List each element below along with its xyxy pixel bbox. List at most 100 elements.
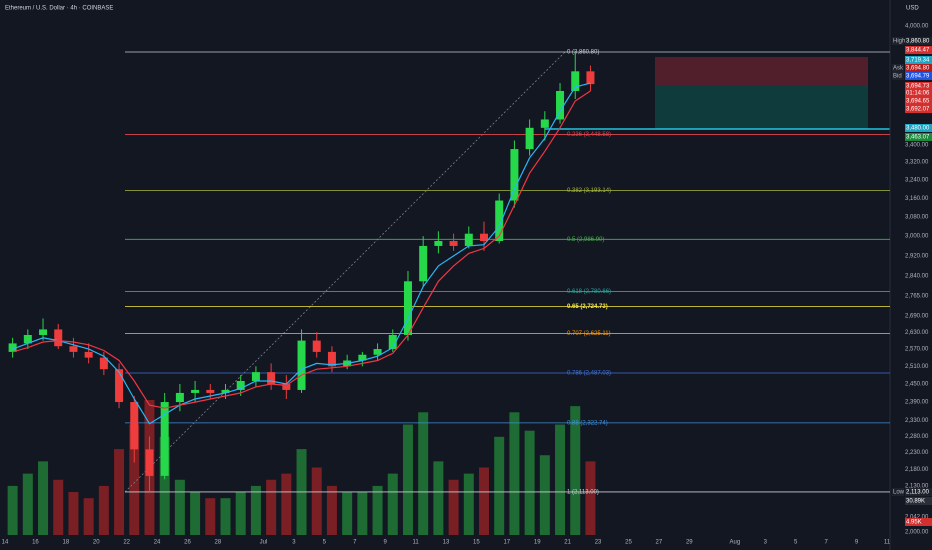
price-tag: 3,694.79 bbox=[906, 74, 930, 80]
volume-bar bbox=[326, 485, 337, 535]
candle-body bbox=[206, 389, 215, 393]
candle-body bbox=[556, 91, 565, 120]
currency[interactable]: USD bbox=[906, 6, 919, 12]
price-tag: 3,694.73 bbox=[906, 84, 930, 90]
x-tick-label: 5 bbox=[794, 540, 798, 546]
x-tick-label: 28 bbox=[215, 540, 222, 546]
volume-bar bbox=[250, 485, 261, 535]
moving-average bbox=[12, 90, 591, 409]
price-tag: 3,844.47 bbox=[906, 48, 930, 54]
x-tick-label: 9 bbox=[383, 540, 387, 546]
x-tick-label: 5 bbox=[323, 540, 327, 546]
price-tag-prefix: Low bbox=[893, 490, 905, 496]
candle-body bbox=[510, 149, 519, 201]
price-tag-box bbox=[905, 105, 932, 113]
candle-body bbox=[23, 334, 32, 344]
price-tag: 3,694.80 bbox=[906, 66, 930, 72]
volume-bar bbox=[570, 406, 581, 535]
x-tick-label: Jul bbox=[260, 540, 268, 546]
volume-bar bbox=[98, 485, 109, 535]
volume-bar bbox=[524, 430, 535, 535]
y-tick-label: 2,765.00 bbox=[905, 293, 929, 299]
volume-bar bbox=[433, 461, 444, 535]
volume-bar bbox=[22, 473, 33, 535]
price-tag-box bbox=[905, 89, 932, 97]
x-tick-label: 26 bbox=[184, 540, 191, 546]
stop-zone bbox=[655, 57, 868, 86]
volume-bar bbox=[402, 424, 413, 535]
x-tick-label: 11 bbox=[884, 540, 891, 546]
candle-body bbox=[403, 281, 412, 335]
candle-body bbox=[434, 241, 443, 246]
x-tick-label: 22 bbox=[123, 540, 130, 546]
price-tag: 3,694.65 bbox=[906, 99, 930, 105]
fib-label: 0.88 (2,322.74) bbox=[567, 420, 608, 426]
y-tick-label: 2,042.00 bbox=[905, 514, 929, 520]
volume-bar bbox=[387, 473, 398, 535]
fib-label: 0.65 (2,724.73) bbox=[567, 304, 608, 310]
price-tag-box bbox=[905, 72, 932, 80]
candle-body bbox=[84, 351, 93, 358]
volume-bar bbox=[463, 473, 474, 535]
x-tick-label: 7 bbox=[824, 540, 828, 546]
x-tick-label: Aug bbox=[730, 540, 741, 546]
volume-bar bbox=[372, 485, 383, 535]
volume-bar bbox=[509, 412, 520, 535]
price-tag: 3,719.34 bbox=[906, 58, 930, 64]
candle-body bbox=[115, 369, 124, 403]
price-tag-box bbox=[905, 37, 932, 45]
x-tick-label: 17 bbox=[503, 540, 510, 546]
y-tick-label: 3,320.00 bbox=[905, 160, 929, 166]
price-tag-box bbox=[905, 64, 932, 72]
volume-bar bbox=[235, 492, 246, 535]
candle-body bbox=[358, 354, 367, 361]
fib-label: 1 (2,113.00) bbox=[567, 490, 599, 496]
volume-bar bbox=[585, 461, 596, 535]
x-tick-label: 11 bbox=[412, 540, 419, 546]
price-tag: 3,463.07 bbox=[906, 135, 930, 141]
candle-body bbox=[267, 372, 276, 384]
candle-body bbox=[8, 343, 17, 352]
x-tick-label: 27 bbox=[656, 540, 663, 546]
candle-body bbox=[39, 329, 48, 335]
price-tag-prefix: Bid bbox=[893, 74, 902, 80]
fib-label: 0.618 (2,780.66) bbox=[567, 289, 611, 295]
candle-body bbox=[525, 127, 534, 150]
candle-body bbox=[495, 200, 504, 242]
volume-bar bbox=[311, 467, 322, 535]
fib-label: 0.382 (3,193.14) bbox=[567, 188, 611, 194]
target-zone bbox=[655, 86, 868, 129]
candle-body bbox=[175, 392, 184, 403]
price-tag-prefix: Ask bbox=[893, 66, 904, 72]
candle-body bbox=[191, 389, 200, 393]
candle-body bbox=[297, 340, 306, 390]
volume-bar bbox=[7, 485, 18, 535]
volume-bar bbox=[83, 498, 94, 535]
candle-body bbox=[54, 329, 63, 347]
price-tag: 01:14:06 bbox=[906, 91, 930, 97]
volume-bar bbox=[174, 479, 185, 535]
volume-bar bbox=[494, 436, 505, 535]
volume-bar bbox=[68, 492, 79, 535]
candle-body bbox=[586, 71, 595, 85]
candle-body bbox=[388, 334, 397, 350]
volume-bar bbox=[220, 498, 231, 535]
price-tag-box bbox=[905, 133, 932, 141]
candle-body bbox=[571, 71, 580, 92]
candle-body bbox=[99, 357, 108, 370]
x-tick-label: 19 bbox=[534, 540, 541, 546]
fib-label: 0.707 (2,625.11) bbox=[567, 331, 611, 337]
candle-body bbox=[449, 241, 458, 246]
y-tick-label: 2,510.00 bbox=[905, 364, 929, 370]
volume-bar bbox=[539, 455, 550, 535]
fib-label: 0.786 (2,487.03) bbox=[567, 371, 611, 377]
volume-bar bbox=[159, 436, 170, 535]
candle-body bbox=[312, 340, 321, 352]
price-tag: 4.95K bbox=[906, 520, 922, 526]
fib-label: 0 (3,860.80) bbox=[567, 50, 599, 56]
candle-body bbox=[251, 372, 260, 381]
x-tick-label: 3 bbox=[292, 540, 296, 546]
x-tick-label: 7 bbox=[353, 540, 357, 546]
price-tag: 30.89K bbox=[906, 499, 925, 505]
